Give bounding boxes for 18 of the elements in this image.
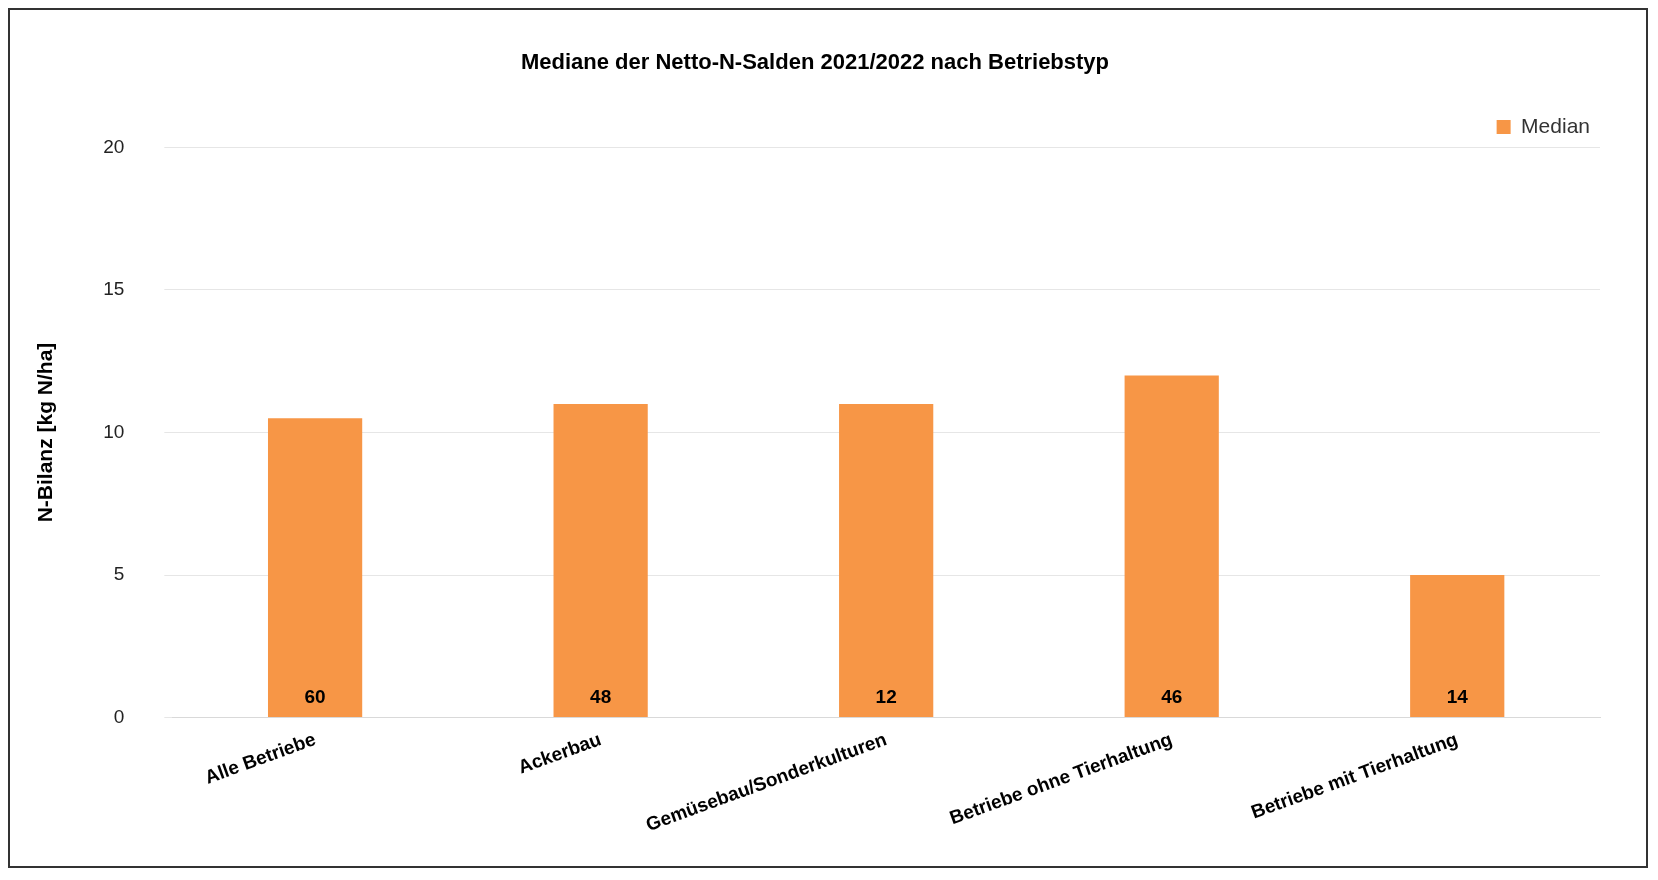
bar <box>1410 575 1505 718</box>
annotation: 48 <box>590 686 612 708</box>
y-tick-label: 10 <box>103 420 125 442</box>
legend-label: Median <box>1521 113 1591 137</box>
bar <box>839 403 934 718</box>
bar <box>553 403 648 718</box>
chart-title: Mediane der Netto-N-Salden 2021/2022 nach Betriebstyp <box>520 49 1110 75</box>
y-tick-label: 0 <box>113 705 125 727</box>
annotation: 46 <box>1161 686 1183 708</box>
annotation: 14 <box>1446 686 1469 708</box>
annotation: 12 <box>875 686 897 708</box>
y-tick-label: 20 <box>103 135 125 157</box>
y-axis-title: N-Bilanz [kg N/ha] <box>33 342 57 523</box>
y-tick-label: 5 <box>113 563 125 585</box>
bar <box>267 418 363 718</box>
bar <box>1124 375 1219 718</box>
annotation: 60 <box>304 686 326 708</box>
y-tick-label: 15 <box>103 278 125 300</box>
